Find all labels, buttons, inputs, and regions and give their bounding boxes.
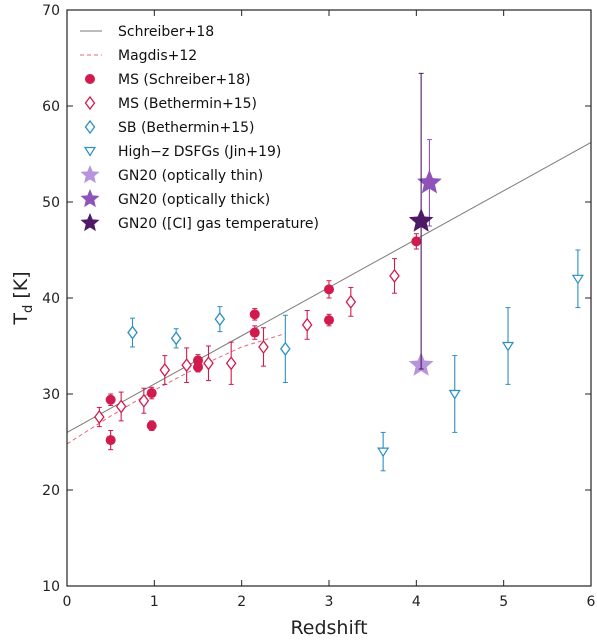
legend-label-magdis-12: Magdis+12 [118, 48, 197, 64]
legend-label-ms-bethermin-15: MS (Bethermin+15) [118, 96, 257, 112]
x-axis-label: Redshift [290, 617, 367, 639]
point-ms-bethermin-15-7 [258, 339, 269, 355]
x-tick-label-5: 5 [499, 594, 508, 610]
point-ms-schreiber-18-2 [146, 388, 157, 399]
data-points [94, 72, 584, 472]
y-tick-label-40: 40 [42, 291, 60, 307]
legend-label-schreiber-18: Schreiber+18 [118, 24, 214, 40]
legend-marker-gn20-optically-thin [80, 165, 100, 184]
x-tick-label-3: 3 [325, 594, 334, 610]
legend-marker-ms-schreiber-18 [85, 74, 95, 84]
legend-marker-high-z-dsfgs-jin-19 [83, 146, 97, 157]
point-ms-bethermin-15-5 [203, 356, 214, 371]
x-tick-label-0: 0 [63, 594, 72, 610]
point-ms-bethermin-15-9 [345, 294, 357, 309]
point-ms-bethermin-15-3 [159, 362, 171, 378]
y-tick-label-50: 50 [42, 195, 60, 211]
y-tick-label-10: 10 [42, 579, 60, 595]
legend-marker-ms-bethermin-15 [84, 95, 96, 111]
y-tick-label-20: 20 [42, 483, 60, 499]
point-ms-bethermin-15-2 [138, 393, 150, 408]
point-ms-schreiber-18-5 [193, 362, 203, 373]
x-tick-label-6: 6 [587, 594, 596, 610]
point-ms-schreiber-18-1 [105, 435, 116, 446]
point-high-z-dsfgs-jin-19-2 [501, 341, 515, 352]
point-sb-bethermin-15-2 [214, 312, 226, 327]
y-axis-label-main: T [10, 313, 32, 326]
point-ms-schreiber-18-10 [411, 236, 422, 247]
point-gn20-ci-gas-temperature-0 [408, 208, 434, 232]
point-ms-bethermin-15-1 [115, 399, 127, 414]
legend-label-gn20-optically-thick: GN20 (optically thick) [118, 192, 270, 208]
point-ms-bethermin-15-6 [225, 356, 237, 371]
legend-label-sb-bethermin-15: SB (Bethermin+15) [118, 120, 255, 136]
point-sb-bethermin-15-3 [280, 341, 291, 356]
y-tick-label-30: 30 [42, 387, 60, 403]
axis-ticks: 0 1 2 3 4 5 6 10 20 30 40 50 60 70 [42, 3, 595, 610]
point-ms-schreiber-18-8 [324, 284, 334, 295]
point-ms-schreiber-18-3 [146, 420, 157, 431]
point-ms-bethermin-15-10 [389, 268, 400, 284]
point-ms-bethermin-15-4 [181, 358, 192, 373]
legend-label-ms-schreiber-18: MS (Schreiber+18) [118, 72, 251, 88]
point-ms-schreiber-18-7 [249, 327, 260, 338]
point-sb-bethermin-15-1 [170, 331, 182, 346]
point-gn20-optically-thick-0 [417, 169, 442, 194]
legend-label-high-z-dsfgs-jin-19: High−z DSFGs (Jin+19) [118, 144, 281, 160]
line-magdis-12 [66, 333, 286, 445]
point-ms-bethermin-15-8 [301, 317, 313, 332]
legend-marker-gn20-optically-thick [80, 189, 100, 208]
point-high-z-dsfgs-jin-19-0 [377, 447, 390, 458]
point-high-z-dsfgs-jin-19-3 [571, 274, 584, 285]
x-tick-label-1: 1 [150, 594, 159, 610]
point-high-z-dsfgs-jin-19-1 [448, 389, 461, 400]
point-ms-schreiber-18-0 [105, 394, 116, 405]
point-ms-schreiber-18-9 [324, 315, 334, 326]
point-sb-bethermin-15-0 [127, 325, 138, 340]
legend-marker-sb-bethermin-15 [84, 119, 96, 135]
x-tick-label-4: 4 [412, 594, 421, 610]
y-axis-label-subscript: d [21, 305, 36, 313]
legend-marker-gn20-ci-gas-temperature [80, 213, 100, 232]
y-tick-label-60: 60 [42, 99, 60, 115]
y-axis-label-unit: [K] [10, 271, 32, 304]
y-tick-label-70: 70 [42, 3, 60, 19]
legend-label-gn20-ci-gas-temperature: GN20 ([CI] gas temperature) [118, 216, 319, 232]
point-ms-bethermin-15-0 [94, 409, 105, 425]
y-axis-label: Td [K] [10, 271, 36, 325]
x-tick-label-2: 2 [237, 594, 246, 610]
legend-label-gn20-optically-thin: GN20 (optically thin) [118, 168, 263, 184]
point-ms-schreiber-18-6 [249, 309, 260, 320]
legend: Schreiber+18 Magdis+12 MS (Schreiber+18) MS… [80, 24, 319, 232]
